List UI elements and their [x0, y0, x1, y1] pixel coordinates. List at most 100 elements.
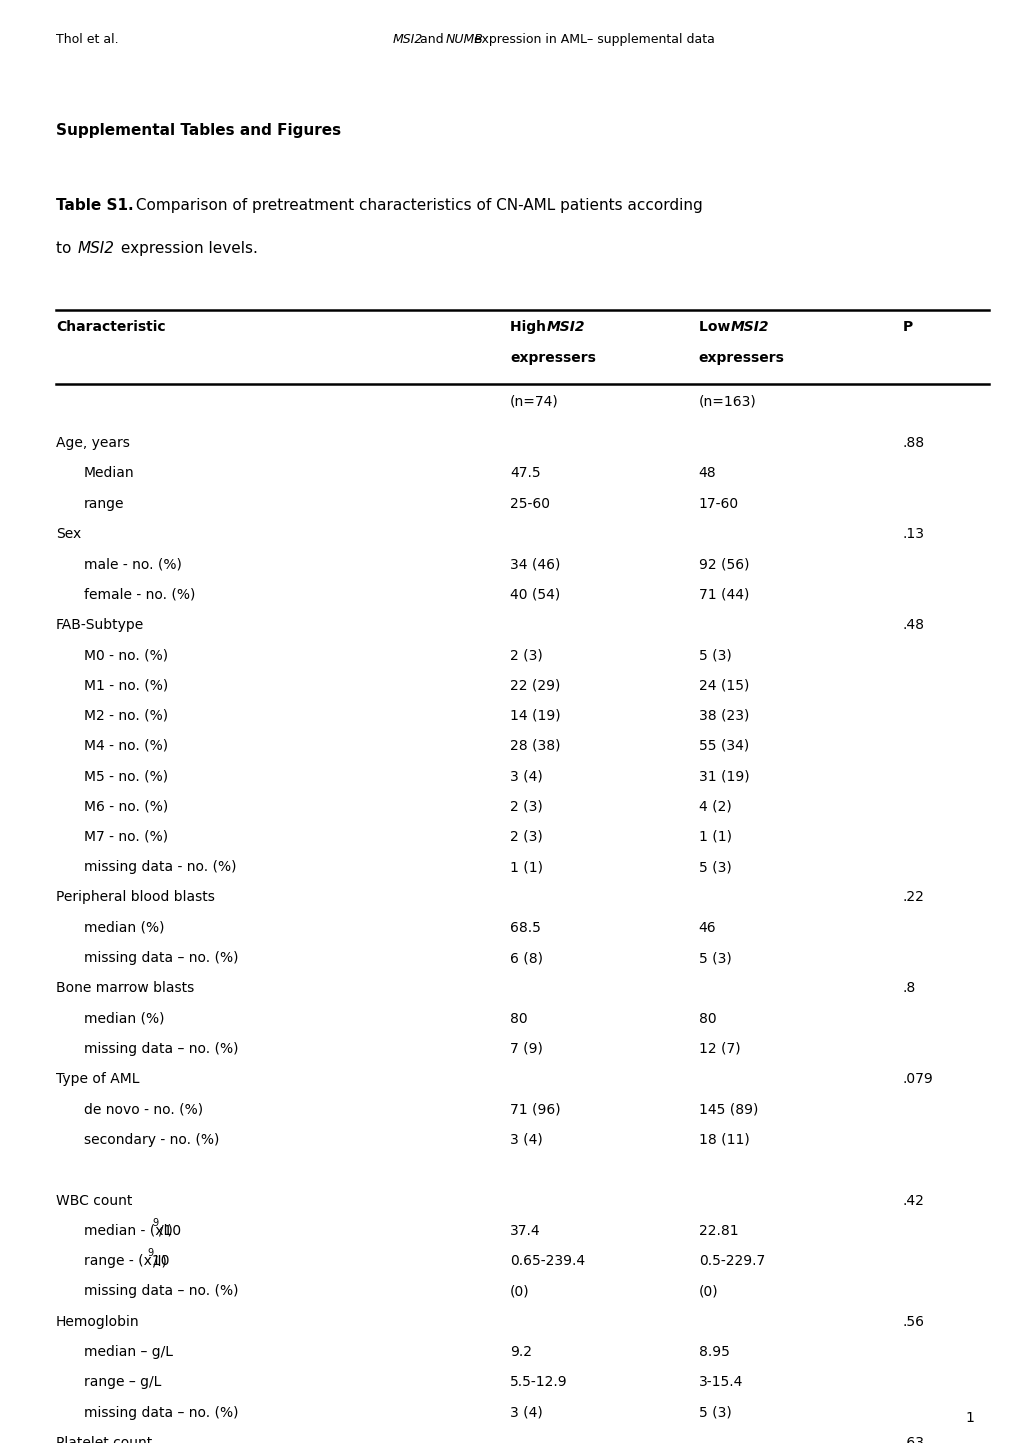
Text: range – g/L: range – g/L	[84, 1375, 161, 1390]
Text: M0 - no. (%): M0 - no. (%)	[84, 648, 167, 662]
Text: 80: 80	[698, 1012, 715, 1026]
Text: 47.5: 47.5	[510, 466, 540, 481]
Text: .079: .079	[902, 1072, 932, 1087]
Text: (0): (0)	[510, 1284, 529, 1299]
Text: 2 (3): 2 (3)	[510, 648, 542, 662]
Text: .42: .42	[902, 1193, 923, 1208]
Text: 6 (8): 6 (8)	[510, 951, 542, 965]
Text: MSI2: MSI2	[730, 320, 768, 335]
Text: median – g/L: median – g/L	[84, 1345, 172, 1359]
Text: MSI2: MSI2	[546, 320, 585, 335]
Text: range: range	[84, 496, 124, 511]
Text: 3-15.4: 3-15.4	[698, 1375, 743, 1390]
Text: 8.95: 8.95	[698, 1345, 729, 1359]
Text: 3 (4): 3 (4)	[510, 769, 542, 784]
Text: expression levels.: expression levels.	[116, 241, 258, 255]
Text: 55 (34): 55 (34)	[698, 739, 748, 753]
Text: 5 (3): 5 (3)	[698, 860, 731, 874]
Text: NUMB: NUMB	[445, 33, 483, 46]
Text: Low: Low	[698, 320, 735, 335]
Text: 7 (9): 7 (9)	[510, 1042, 542, 1056]
Text: M2 - no. (%): M2 - no. (%)	[84, 709, 167, 723]
Text: male - no. (%): male - no. (%)	[84, 557, 181, 571]
Text: expressers: expressers	[510, 351, 595, 365]
Text: MSI2: MSI2	[392, 33, 423, 46]
Text: 1 (1): 1 (1)	[510, 860, 542, 874]
Text: 5 (3): 5 (3)	[698, 648, 731, 662]
Text: 14 (19): 14 (19)	[510, 709, 560, 723]
Text: Bone marrow blasts: Bone marrow blasts	[56, 981, 195, 996]
Text: .63: .63	[902, 1436, 924, 1443]
Text: 38 (23): 38 (23)	[698, 709, 748, 723]
Text: Comparison of pretreatment characteristics of CN-AML patients according: Comparison of pretreatment characteristi…	[130, 198, 702, 212]
Text: 34 (46): 34 (46)	[510, 557, 559, 571]
Text: 3 (4): 3 (4)	[510, 1133, 542, 1147]
Text: 1 (1): 1 (1)	[698, 830, 731, 844]
Text: (n=74): (n=74)	[510, 394, 558, 408]
Text: 4 (2): 4 (2)	[698, 799, 731, 814]
Text: Table S1.: Table S1.	[56, 198, 133, 212]
Text: .48: .48	[902, 618, 924, 632]
Text: 80: 80	[510, 1012, 527, 1026]
Text: 46: 46	[698, 921, 715, 935]
Text: 2 (3): 2 (3)	[510, 799, 542, 814]
Text: 25-60: 25-60	[510, 496, 549, 511]
Text: 92 (56): 92 (56)	[698, 557, 749, 571]
Text: 12 (7): 12 (7)	[698, 1042, 740, 1056]
Text: 28 (38): 28 (38)	[510, 739, 560, 753]
Text: (0): (0)	[698, 1284, 717, 1299]
Text: 9: 9	[153, 1218, 159, 1228]
Text: de novo - no. (%): de novo - no. (%)	[84, 1102, 203, 1117]
Text: secondary - no. (%): secondary - no. (%)	[84, 1133, 219, 1147]
Text: M6 - no. (%): M6 - no. (%)	[84, 799, 168, 814]
Text: missing data – no. (%): missing data – no. (%)	[84, 1405, 237, 1420]
Text: 68.5: 68.5	[510, 921, 540, 935]
Text: .88: .88	[902, 436, 924, 450]
Text: Sex: Sex	[56, 527, 82, 541]
Text: /l): /l)	[153, 1254, 167, 1268]
Text: M4 - no. (%): M4 - no. (%)	[84, 739, 167, 753]
Text: and: and	[416, 33, 447, 46]
Text: .13: .13	[902, 527, 924, 541]
Text: 5.5-12.9: 5.5-12.9	[510, 1375, 567, 1390]
Text: 9.2: 9.2	[510, 1345, 532, 1359]
Text: median (%): median (%)	[84, 921, 164, 935]
Text: 0.65-239.4: 0.65-239.4	[510, 1254, 585, 1268]
Text: 22.81: 22.81	[698, 1224, 738, 1238]
Text: missing data – no. (%): missing data – no. (%)	[84, 1042, 237, 1056]
Text: /l): /l)	[159, 1224, 172, 1238]
Text: (n=163): (n=163)	[698, 394, 756, 408]
Text: 37.4: 37.4	[510, 1224, 540, 1238]
Text: 18 (11): 18 (11)	[698, 1133, 749, 1147]
Text: expression in AML– supplemental data: expression in AML– supplemental data	[469, 33, 713, 46]
Text: MSI2: MSI2	[77, 241, 114, 255]
Text: M1 - no. (%): M1 - no. (%)	[84, 678, 168, 693]
Text: missing data – no. (%): missing data – no. (%)	[84, 1284, 237, 1299]
Text: M5 - no. (%): M5 - no. (%)	[84, 769, 167, 784]
Text: Characteristic: Characteristic	[56, 320, 165, 335]
Text: Hemoglobin: Hemoglobin	[56, 1315, 140, 1329]
Text: 31 (19): 31 (19)	[698, 769, 749, 784]
Text: Platelet count: Platelet count	[56, 1436, 152, 1443]
Text: median (%): median (%)	[84, 1012, 164, 1026]
Text: P: P	[902, 320, 912, 335]
Text: 17-60: 17-60	[698, 496, 738, 511]
Text: to: to	[56, 241, 76, 255]
Text: .56: .56	[902, 1315, 924, 1329]
Text: .22: .22	[902, 890, 923, 905]
Text: Type of AML: Type of AML	[56, 1072, 140, 1087]
Text: median - (x10: median - (x10	[84, 1224, 180, 1238]
Text: female - no. (%): female - no. (%)	[84, 587, 195, 602]
Text: Thol et al.: Thol et al.	[56, 33, 118, 46]
Text: 145 (89): 145 (89)	[698, 1102, 757, 1117]
Text: High: High	[510, 320, 550, 335]
Text: 2 (3): 2 (3)	[510, 830, 542, 844]
Text: 40 (54): 40 (54)	[510, 587, 559, 602]
Text: Age, years: Age, years	[56, 436, 129, 450]
Text: 71 (96): 71 (96)	[510, 1102, 560, 1117]
Text: range - (x10: range - (x10	[84, 1254, 169, 1268]
Text: 5 (3): 5 (3)	[698, 1405, 731, 1420]
Text: FAB-Subtype: FAB-Subtype	[56, 618, 145, 632]
Text: 71 (44): 71 (44)	[698, 587, 748, 602]
Text: 48: 48	[698, 466, 715, 481]
